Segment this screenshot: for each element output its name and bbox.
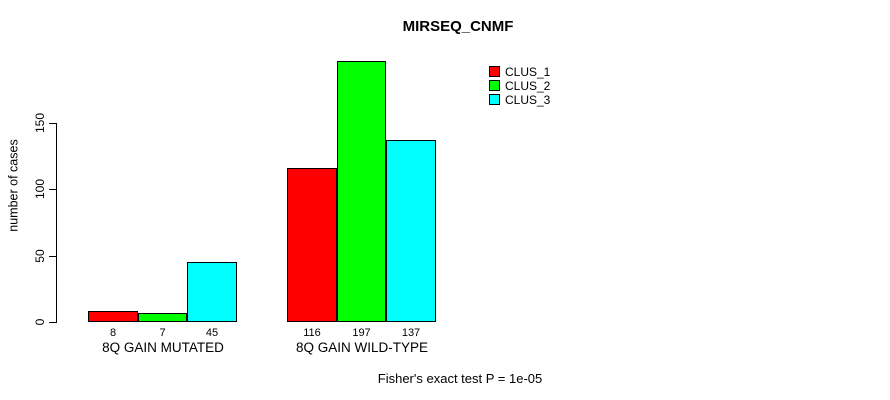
- y-tick-label: 0: [33, 318, 47, 326]
- bar-value-label: 7: [159, 327, 166, 339]
- footer-note: Fisher's exact test P = 1e-05: [377, 371, 543, 386]
- legend-swatch-clus_1: [489, 66, 500, 77]
- legend-swatch-clus_2: [489, 80, 500, 91]
- bar-clus_1-2: [287, 168, 337, 322]
- bar-clus_2-2: [337, 61, 386, 322]
- legend-label: CLUS_1: [505, 65, 551, 79]
- legend-swatch-clus_3: [489, 94, 500, 105]
- bar-value-label: 116: [303, 327, 321, 339]
- bar-value-label: 8: [109, 327, 117, 339]
- y-tick-mark: [49, 123, 56, 124]
- x-category-label: 8Q GAIN MUTATED: [102, 340, 224, 355]
- legend-label: CLUS_2: [505, 79, 551, 93]
- legend-label: CLUS_3: [505, 93, 551, 107]
- bar-value-label: 45: [205, 327, 219, 339]
- x-category-label: 8Q GAIN WILD-TYPE: [295, 340, 429, 355]
- bar-value-label: 137: [401, 327, 421, 339]
- chart-title: MIRSEQ_CNMF: [402, 18, 514, 35]
- y-tick-mark: [49, 189, 56, 190]
- y-tick-mark: [49, 322, 56, 323]
- y-axis-line: [56, 123, 57, 323]
- bar-clus_3-1: [187, 262, 237, 322]
- bar-clus_3-2: [386, 140, 436, 322]
- bar-clus_1-1: [88, 311, 138, 322]
- bar-clus_2-1: [138, 313, 187, 322]
- y-tick-label: 100: [33, 178, 47, 200]
- y-tick-label: 150: [33, 112, 47, 134]
- y-tick-mark: [49, 256, 56, 257]
- y-axis-title: number of cases: [6, 139, 21, 232]
- y-tick-label: 50: [33, 249, 47, 263]
- bar-value-label: 197: [352, 327, 371, 339]
